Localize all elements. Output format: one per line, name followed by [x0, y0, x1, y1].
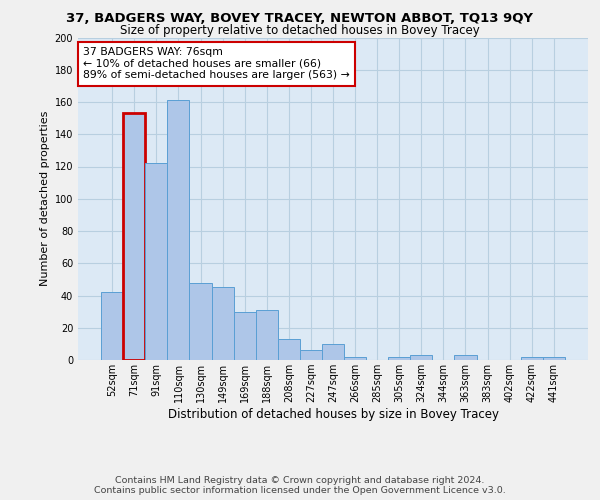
Bar [233, 312, 256, 360]
Bar [256, 310, 278, 360]
Bar [388, 357, 410, 360]
Bar [101, 292, 123, 360]
Text: Contains HM Land Registry data © Crown copyright and database right 2024.
Contai: Contains HM Land Registry data © Crown c… [94, 476, 506, 495]
Bar [145, 164, 167, 360]
Bar [123, 114, 145, 360]
Y-axis label: Number of detached properties: Number of detached properties [40, 111, 50, 286]
Bar [410, 355, 433, 360]
Bar [278, 339, 300, 360]
Bar [521, 357, 543, 360]
Bar [543, 357, 565, 360]
X-axis label: Distribution of detached houses by size in Bovey Tracey: Distribution of detached houses by size … [167, 408, 499, 421]
Bar [322, 344, 344, 360]
Bar [454, 355, 476, 360]
Bar [212, 288, 233, 360]
Bar [300, 350, 322, 360]
Text: Size of property relative to detached houses in Bovey Tracey: Size of property relative to detached ho… [120, 24, 480, 37]
Bar [190, 282, 212, 360]
Bar [344, 357, 366, 360]
Bar [167, 100, 190, 360]
Text: 37 BADGERS WAY: 76sqm
← 10% of detached houses are smaller (66)
89% of semi-deta: 37 BADGERS WAY: 76sqm ← 10% of detached … [83, 47, 350, 80]
Text: 37, BADGERS WAY, BOVEY TRACEY, NEWTON ABBOT, TQ13 9QY: 37, BADGERS WAY, BOVEY TRACEY, NEWTON AB… [67, 12, 533, 26]
